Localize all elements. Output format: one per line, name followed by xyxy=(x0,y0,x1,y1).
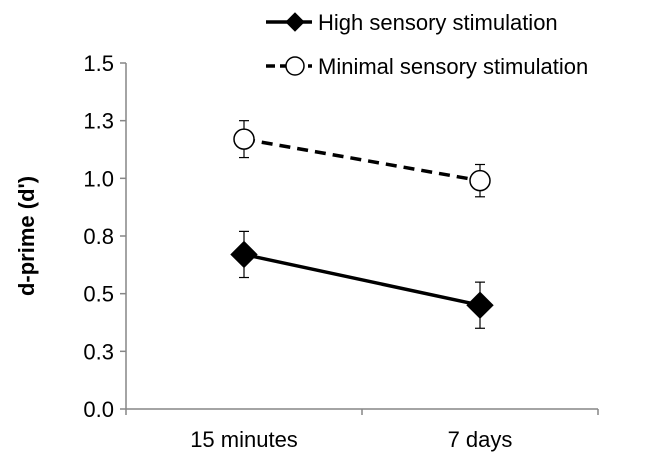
x-tick-label: 7 days xyxy=(448,427,513,452)
y-tick-label: 1.0 xyxy=(83,166,114,191)
x-axis-ticks: 15 minutes 7 days xyxy=(125,409,599,452)
y-axis-title: d-prime (d') xyxy=(14,176,39,296)
y-tick-label: 0.5 xyxy=(83,282,114,307)
data-point-circle xyxy=(233,128,255,150)
series-line xyxy=(243,137,481,183)
legend-marker-diamond xyxy=(285,12,305,32)
x-tick-label: 15 minutes xyxy=(190,427,298,452)
legend-label: High sensory stimulation xyxy=(318,10,558,35)
series-2 xyxy=(233,120,491,198)
y-tick-label: 0.0 xyxy=(83,397,114,422)
series-layer xyxy=(230,120,494,329)
legend-item: High sensory stimulation xyxy=(266,10,558,35)
y-tick-label: 1.3 xyxy=(83,109,114,134)
data-point-circle xyxy=(469,169,491,192)
axes xyxy=(125,63,598,410)
series-1 xyxy=(230,230,494,329)
y-axis-ticks: 0.0 0.3 0.5 0.8 1.0 1.3 1.5 xyxy=(83,51,126,422)
legend: High sensory stimulation Minimal sensory … xyxy=(266,10,588,79)
legend-item: Minimal sensory stimulation xyxy=(266,54,588,79)
legend-marker-circle xyxy=(285,56,305,76)
series-line xyxy=(243,252,481,307)
y-tick-label: 0.8 xyxy=(83,224,114,249)
legend-label: Minimal sensory stimulation xyxy=(318,54,588,79)
data-point-diamond xyxy=(466,291,494,319)
y-tick-label: 0.3 xyxy=(83,339,114,364)
y-tick-label: 1.5 xyxy=(83,51,114,76)
data-point-diamond xyxy=(230,240,258,269)
